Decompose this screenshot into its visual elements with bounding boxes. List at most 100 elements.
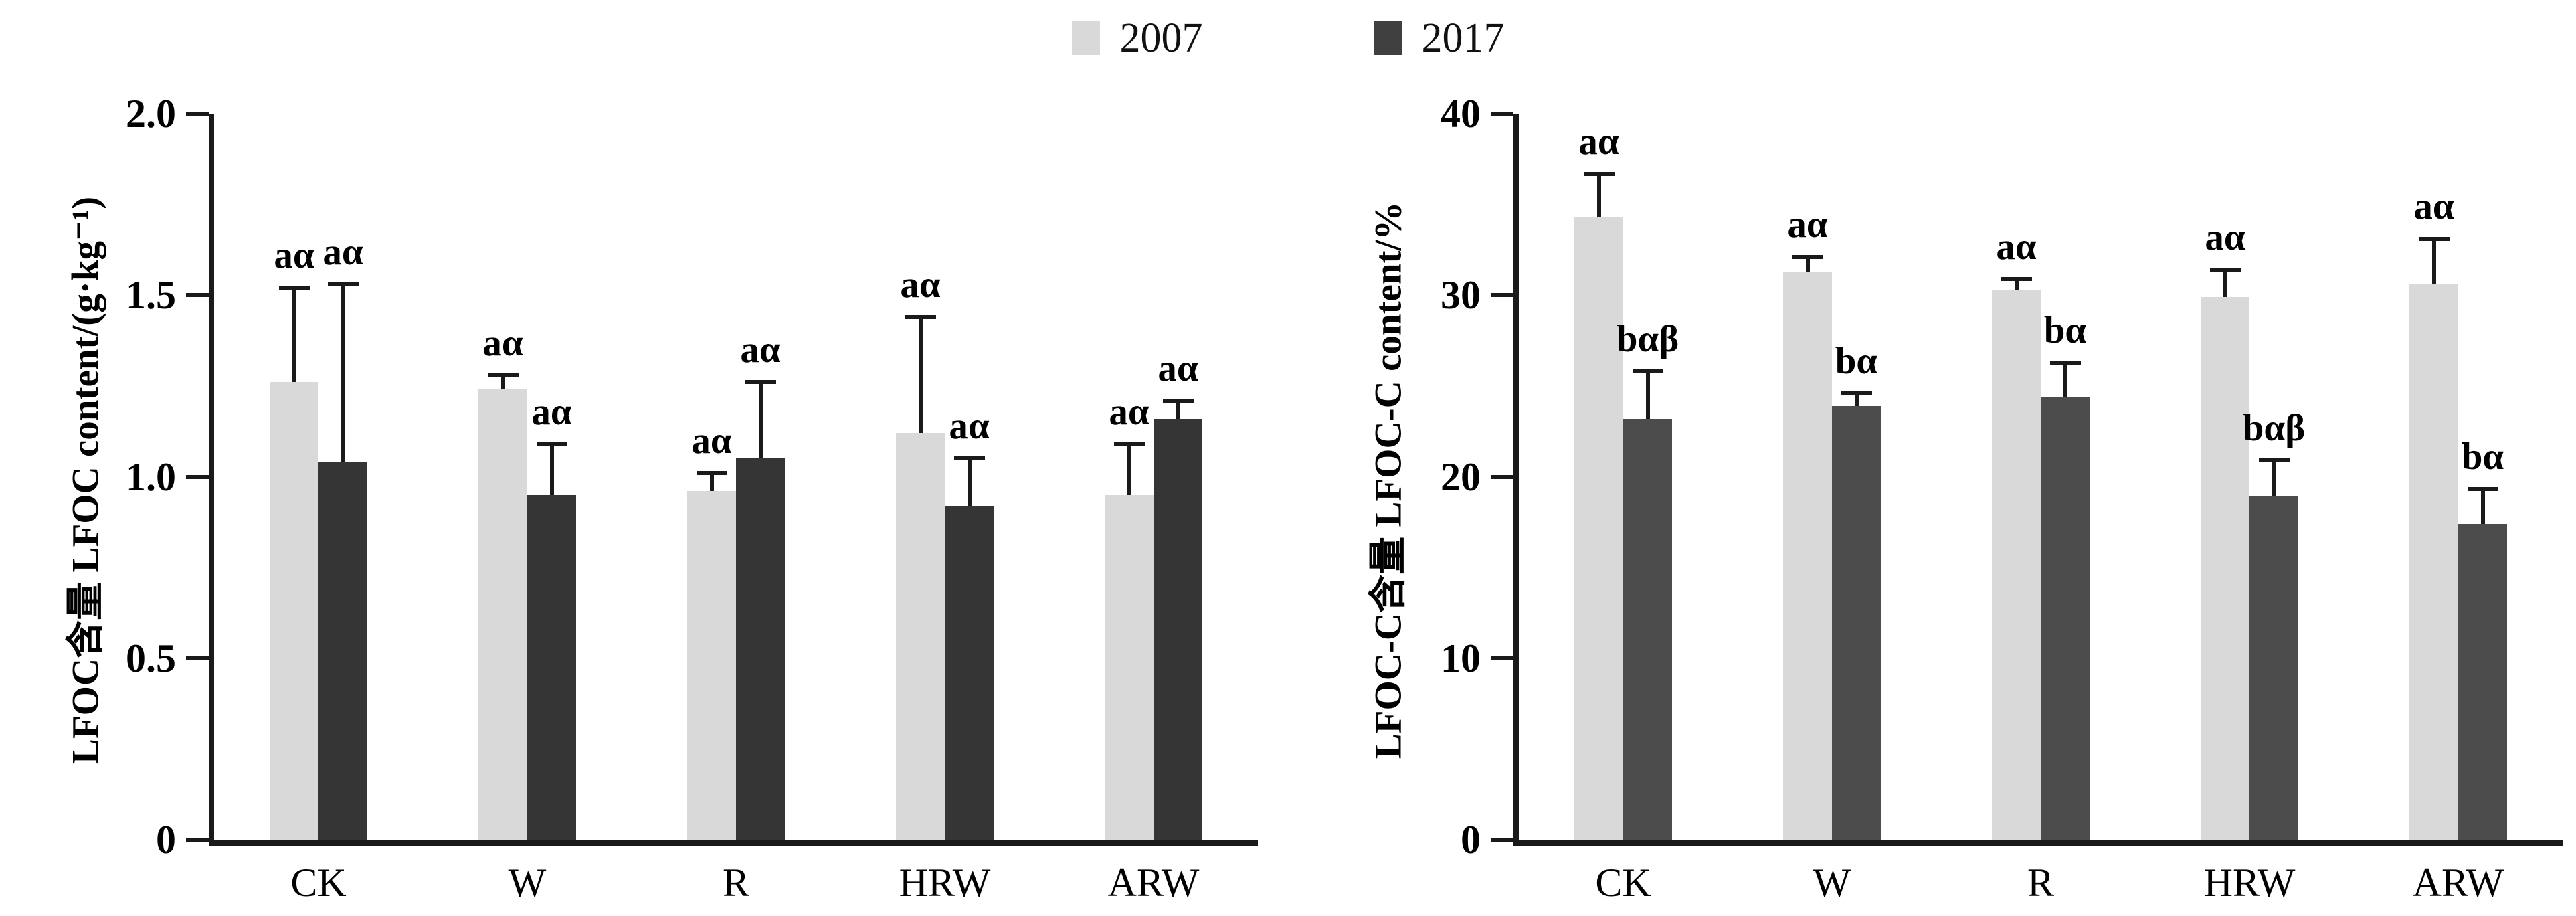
sig-label-2007-HRW: aα	[2205, 216, 2245, 259]
error-bar-cap-2017-CK	[1632, 369, 1663, 374]
sig-label-2017-CK: bαβ	[1616, 318, 1679, 361]
x-category-label-ARW: ARW	[2412, 860, 2504, 905]
error-bar-cap-2017-R	[2049, 360, 2081, 365]
sig-label-2017-ARW: bα	[2461, 436, 2504, 478]
sig-label-2017-CK: aα	[323, 230, 363, 273]
error-bar-line-2007-CK	[1596, 173, 1601, 217]
x-category-label-W: W	[508, 860, 547, 905]
x-category-label-HRW: HRW	[2203, 860, 2296, 905]
bar-2007-R	[1992, 290, 2041, 840]
y-tick-label-0: 0	[156, 818, 176, 862]
sig-label-2007-W: aα	[482, 321, 523, 364]
error-bar-line-2007-R	[709, 473, 714, 492]
error-bar-cap-2007-CK	[1583, 171, 1615, 176]
bar-2007-CK	[270, 382, 318, 840]
y-tick-10	[1491, 656, 1513, 660]
bar-2017-ARW	[1154, 418, 1202, 840]
x-category-label-R: R	[722, 860, 750, 905]
error-bar-cap-2007-R	[696, 471, 727, 476]
sig-label-2017-HRW: bαβ	[2242, 407, 2306, 450]
y-tick-label-10: 10	[1441, 636, 1481, 680]
sig-label-2017-W: bα	[1835, 339, 1878, 382]
error-bar-line-2017-HRW	[967, 458, 972, 506]
error-bar-line-2017-W	[1854, 393, 1859, 406]
error-bar-cap-2007-W	[1792, 255, 1823, 260]
y-tick-40	[1491, 112, 1513, 116]
error-bar-line-2007-W	[1805, 257, 1810, 272]
bar-2007-HRW	[2201, 296, 2249, 840]
y-tick-label-0.5: 0.5	[126, 636, 176, 680]
error-bar-line-2007-ARW	[1127, 444, 1131, 495]
x-category-label-CK: CK	[1595, 860, 1651, 905]
sig-label-2017-HRW: aα	[949, 405, 990, 448]
sig-label-2017-R: bα	[2043, 308, 2087, 351]
error-bar-cap-2007-R	[2001, 276, 2032, 281]
y-axis-line	[1513, 114, 1519, 846]
legend-swatch-2017	[1373, 21, 1402, 55]
error-bar-line-2017-R	[758, 382, 763, 459]
x-category-label-HRW: HRW	[899, 860, 991, 905]
bar-2007-W	[1783, 271, 1832, 840]
x-category-label-W: W	[1813, 860, 1851, 905]
legend-item-2017: 2017	[1373, 17, 1505, 59]
y-tick-label-1.5: 1.5	[126, 273, 176, 318]
x-axis-line	[209, 840, 1258, 846]
error-bar-line-2017-ARW	[1176, 400, 1180, 419]
y-tick-label-30: 30	[1441, 273, 1481, 318]
bar-2017-R	[736, 458, 785, 840]
legend-swatch-2007	[1071, 21, 1100, 55]
error-bar-line-2007-W	[500, 375, 505, 390]
error-bar-line-2007-CK	[292, 288, 296, 383]
sig-label-2007-R: aα	[1996, 225, 2037, 268]
error-bar-cap-2007-HRW	[2209, 268, 2241, 272]
sig-label-2017-R: aα	[740, 329, 781, 371]
error-bar-line-2007-ARW	[2431, 239, 2436, 284]
bar-2007-CK	[1574, 217, 1623, 840]
error-bar-cap-2007-ARW	[2418, 237, 2450, 242]
error-bar-cap-2017-R	[745, 380, 776, 385]
bar-2007-HRW	[896, 433, 945, 840]
sig-label-2007-HRW: aα	[900, 263, 941, 306]
error-bar-cap-2017-W	[1841, 391, 1872, 395]
x-category-label-R: R	[2027, 860, 2055, 905]
bar-2017-HRW	[2249, 496, 2298, 840]
bar-2007-R	[687, 491, 736, 840]
sig-label-2017-W: aα	[531, 390, 572, 433]
bar-2007-ARW	[1105, 494, 1154, 840]
y-tick-0	[186, 838, 209, 842]
y-tick-label-40: 40	[1441, 92, 1481, 136]
x-category-label-CK: CK	[290, 860, 347, 905]
sig-label-2017-ARW: aα	[1158, 347, 1198, 389]
chart-panel-lfoc-content: LFOC含量 LFOC content/(g·kg⁻¹) aα aα CK aα aα W…	[65, 92, 1258, 905]
y-tick-label-1.0: 1.0	[126, 454, 176, 499]
error-bar-cap-2017-CK	[327, 282, 359, 286]
y-tick-20	[1491, 474, 1513, 479]
error-bar-line-2017-CK	[341, 284, 345, 462]
sig-label-2007-ARW: aα	[1109, 390, 1149, 433]
sig-label-2007-CK: aα	[274, 234, 314, 277]
y-axis-line	[209, 114, 214, 846]
y-tick-label-0: 0	[1461, 818, 1481, 862]
error-bar-cap-2007-W	[487, 373, 519, 377]
bar-2017-CK	[318, 462, 367, 840]
error-bar-line-2017-R	[2063, 362, 2067, 397]
legend-label-2007: 2007	[1119, 15, 1203, 61]
legend: 2007 2017	[0, 17, 2576, 59]
sig-label-2007-R: aα	[691, 420, 732, 462]
error-bar-line-2007-R	[2014, 278, 2019, 290]
error-bar-cap-2007-HRW	[905, 314, 936, 319]
x-axis-line	[1513, 840, 2563, 846]
sig-label-2007-W: aα	[1787, 203, 1828, 246]
bar-2017-W	[1832, 405, 1881, 840]
y-tick-0	[1491, 838, 1513, 842]
error-bar-line-2017-W	[549, 444, 554, 495]
sig-label-2007-ARW: aα	[2413, 185, 2454, 228]
y-tick-1.5	[186, 293, 209, 298]
bar-2017-ARW	[2458, 524, 2507, 840]
error-bar-cap-2017-HRW	[953, 456, 985, 461]
bar-2017-CK	[1623, 418, 1672, 840]
error-bar-line-2017-ARW	[2480, 489, 2485, 525]
